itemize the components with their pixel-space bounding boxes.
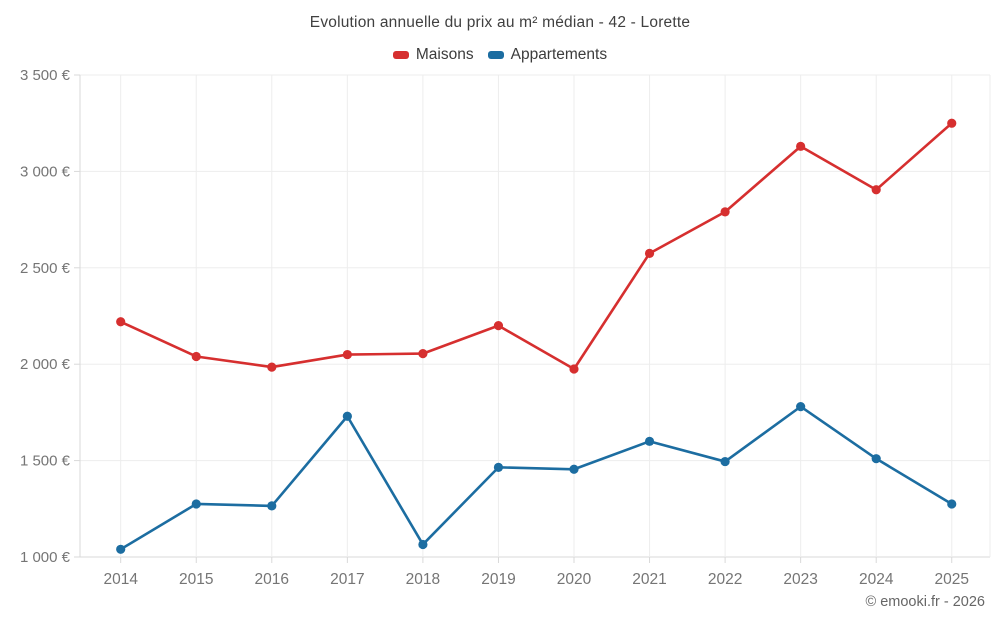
y-tick-label: 3 000 € — [20, 163, 71, 180]
data-point-maisons-2020 — [569, 364, 579, 374]
chart-legend: Maisons Appartements — [0, 46, 1000, 64]
x-tick-label: 2021 — [632, 571, 666, 588]
x-tick-label: 2022 — [708, 571, 742, 588]
maisons-series-marker-icon — [392, 51, 409, 59]
data-point-maisons-2021 — [644, 248, 655, 258]
legend-label-appartements: Appartements — [510, 46, 608, 63]
data-point-appartements-2024 — [871, 454, 881, 464]
y-tick-label: 2 500 € — [20, 260, 71, 277]
x-tick-label: 2014 — [103, 571, 138, 588]
x-tick-label: 2017 — [330, 571, 364, 588]
chart-title: Evolution annuelle du prix au m² médian … — [309, 14, 691, 31]
data-point-maisons-2016 — [267, 362, 277, 372]
series-line-appartements — [119, 405, 954, 551]
y-tick-label: 1 500 € — [20, 453, 71, 470]
data-point-maisons-2017 — [342, 349, 352, 360]
x-tick-label: 2016 — [255, 571, 289, 588]
data-point-appartements-2016 — [267, 501, 277, 511]
footer-credit: © emooki.fr - 2026 — [865, 594, 985, 610]
legend-item-maisons[interactable]: Maisons — [392, 46, 474, 64]
data-point-maisons-2018 — [418, 348, 428, 359]
y-tick-label: 1 000 € — [20, 549, 71, 566]
legend-label-maisons: Maisons — [415, 46, 474, 63]
series-line-maisons — [119, 121, 954, 371]
data-point-appartements-2018 — [418, 539, 428, 550]
x-tick-label: 2020 — [557, 571, 592, 588]
y-tick-label: 2 000 € — [20, 356, 71, 373]
data-point-appartements-2022 — [720, 456, 730, 467]
data-point-maisons-2022 — [720, 207, 730, 217]
data-point-maisons-2023 — [796, 141, 806, 151]
data-point-maisons-2015 — [191, 351, 201, 362]
x-tick-label: 2024 — [859, 571, 894, 588]
data-point-appartements-2015 — [191, 499, 201, 509]
data-point-appartements-2014 — [116, 544, 126, 554]
data-point-appartements-2021 — [644, 436, 655, 446]
data-point-maisons-2019 — [493, 321, 504, 331]
data-point-maisons-2024 — [871, 185, 881, 195]
data-point-maisons-2025 — [947, 118, 957, 128]
data-point-appartements-2017 — [342, 411, 352, 421]
data-point-appartements-2020 — [569, 464, 579, 474]
data-point-appartements-2023 — [796, 402, 806, 412]
x-tick-label: 2018 — [406, 571, 440, 588]
data-point-maisons-2014 — [116, 317, 126, 327]
x-tick-label: 2019 — [481, 571, 515, 588]
legend-item-appartements[interactable]: Appartements — [487, 46, 608, 64]
x-tick-label: 2025 — [935, 571, 969, 588]
data-point-appartements-2025 — [947, 499, 957, 509]
appartements-series-marker-icon — [487, 51, 504, 59]
y-tick-label: 3 500 € — [20, 67, 71, 84]
x-tick-label: 2023 — [783, 571, 817, 588]
data-point-appartements-2019 — [493, 462, 504, 472]
x-tick-label: 2015 — [179, 571, 213, 588]
